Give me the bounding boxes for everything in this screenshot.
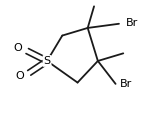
Text: S: S	[44, 56, 51, 66]
Text: O: O	[15, 71, 24, 81]
Text: Br: Br	[126, 18, 138, 28]
Text: O: O	[13, 43, 22, 53]
Text: Br: Br	[119, 79, 132, 89]
